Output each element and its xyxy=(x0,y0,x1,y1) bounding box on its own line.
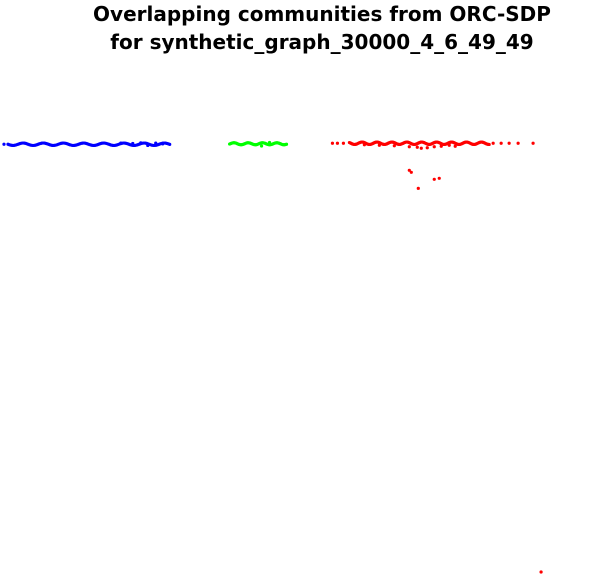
data-point-0-123 xyxy=(139,141,143,145)
data-point-2-156 xyxy=(507,141,511,145)
data-point-2-159 xyxy=(407,168,411,172)
data-point-2-161 xyxy=(432,177,436,181)
data-point-2-140 xyxy=(330,141,335,145)
data-point-2-150 xyxy=(432,145,436,149)
data-point-2-160 xyxy=(409,170,413,174)
data-point-2-143 xyxy=(362,143,366,147)
data-point-2-141 xyxy=(335,141,340,145)
community-series-1 xyxy=(228,140,289,148)
data-point-2-154 xyxy=(491,141,495,145)
data-point-2-158 xyxy=(531,141,535,145)
data-point-2-148 xyxy=(419,146,423,150)
data-point-2-139 xyxy=(487,142,491,147)
data-point-2-163 xyxy=(416,186,420,190)
chart-title-line-2: for synthetic_graph_30000_4_6_49_49 xyxy=(110,30,533,54)
data-point-2-142 xyxy=(341,141,346,145)
data-points-layer xyxy=(2,140,543,574)
data-point-0-120 xyxy=(2,142,6,146)
data-point-1-59 xyxy=(284,142,289,146)
data-point-1-61 xyxy=(267,140,272,145)
data-point-0-119 xyxy=(168,142,172,146)
data-point-0-121 xyxy=(119,141,123,145)
data-point-2-153 xyxy=(453,144,457,148)
data-point-2-147 xyxy=(415,145,419,149)
data-point-2-144 xyxy=(377,143,381,147)
data-point-0-124 xyxy=(146,143,150,148)
data-point-0-122 xyxy=(131,141,135,146)
data-point-2-151 xyxy=(439,144,443,148)
data-point-2-146 xyxy=(407,145,411,149)
data-point-1-60 xyxy=(259,144,264,148)
data-point-2-164 xyxy=(539,570,543,574)
community-series-0 xyxy=(2,141,172,148)
data-point-0-126 xyxy=(161,142,165,146)
data-point-2-152 xyxy=(447,143,451,147)
data-point-2-157 xyxy=(516,141,520,145)
data-point-2-155 xyxy=(499,141,503,145)
chart-title-line-1: Overlapping communities from ORC-SDP xyxy=(93,2,551,26)
data-point-2-145 xyxy=(392,144,396,148)
data-point-2-149 xyxy=(425,146,429,150)
data-point-2-162 xyxy=(437,176,441,180)
community-series-2 xyxy=(330,140,543,574)
data-point-0-125 xyxy=(154,141,158,145)
